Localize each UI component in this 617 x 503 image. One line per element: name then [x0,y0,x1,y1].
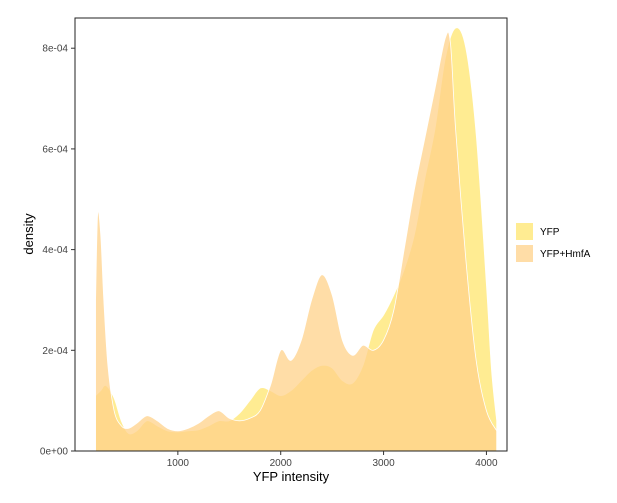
plot-panel-border [74,17,508,452]
y-axis-title: density [21,213,36,255]
x-tick-label: 4000 [475,458,498,469]
x-tick-label: 1000 [167,458,190,469]
y-tick-label: 8e-04 [42,44,68,55]
legend-key [516,223,533,240]
x-tick-label: 2000 [270,458,293,469]
legend: YFP YFP+HmfA [516,223,591,262]
x-axis: 1000 2000 3000 4000 [167,451,498,469]
legend-label: YFP+HmfA [540,249,591,260]
density-area-2 [95,31,498,452]
y-tick-label: 6e-04 [42,144,68,155]
y-tick-label: 0e+00 [40,447,69,458]
legend-key [516,245,533,262]
plot-areas [95,27,498,452]
y-tick-label: 2e-04 [42,346,68,357]
x-axis-title: YFP intensity [253,469,330,484]
legend-label: YFP [540,227,560,238]
y-tick-label: 4e-04 [42,245,68,256]
x-tick-label: 3000 [372,458,395,469]
y-axis: 0e+00 2e-04 4e-04 6e-04 8e-04 [40,44,75,458]
